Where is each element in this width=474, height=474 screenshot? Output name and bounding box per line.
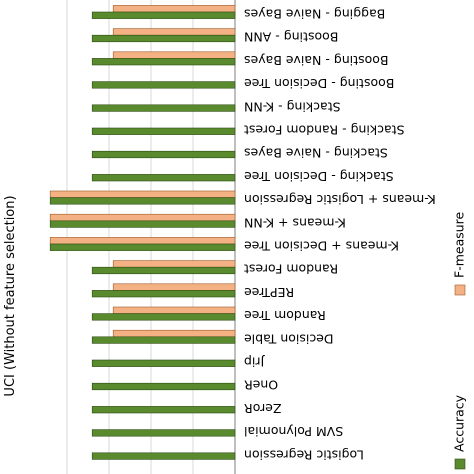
category-label: Logistic Regression bbox=[244, 447, 364, 462]
bar-f-measure bbox=[112, 283, 236, 291]
bar-accuracy bbox=[91, 290, 236, 298]
legend: Accuracy F-measure bbox=[452, 211, 467, 470]
bar-accuracy bbox=[91, 81, 236, 89]
bar-accuracy bbox=[91, 174, 236, 182]
category-label: Boosting - ANN bbox=[244, 30, 338, 45]
bar-f-measure bbox=[112, 306, 236, 314]
bar-accuracy bbox=[91, 382, 236, 391]
plot-area bbox=[49, 0, 236, 474]
legend-swatch bbox=[454, 284, 466, 296]
category-label: Random Tree bbox=[244, 308, 326, 323]
bar-accuracy bbox=[91, 452, 236, 460]
bar-accuracy bbox=[91, 406, 236, 414]
bar-f-measure bbox=[112, 28, 236, 36]
bar-accuracy bbox=[91, 150, 236, 159]
category-label: SVM Polynomial bbox=[244, 424, 343, 439]
bar-accuracy bbox=[91, 313, 236, 321]
category-label: Boosting - Decision Tree bbox=[244, 76, 395, 91]
category-label: Decision Table bbox=[244, 331, 334, 346]
bar-accuracy bbox=[91, 58, 236, 66]
category-label: K-means + Decision Tree bbox=[244, 239, 399, 254]
bar-f-measure bbox=[49, 213, 236, 222]
category-labels: Bagging - Naive Bayes Boosting - ANN Boost… bbox=[244, 7, 436, 463]
bar-accuracy bbox=[91, 336, 236, 344]
bar-accuracy bbox=[91, 359, 236, 367]
category-label: K-means + K-NN bbox=[244, 215, 346, 230]
category-label: Jrip bbox=[244, 355, 265, 370]
category-label: REPTree bbox=[244, 285, 294, 300]
legend-label: Accuracy bbox=[452, 394, 467, 452]
bar-accuracy bbox=[91, 34, 236, 43]
category-label: K-means + Logistic Regression bbox=[244, 192, 436, 207]
category-label: Stacking - K-NN bbox=[244, 99, 341, 114]
category-label: Boosting - Naive Bayes bbox=[244, 53, 388, 68]
category-label: Stacking - Naive Bayes bbox=[244, 146, 388, 161]
legend-label: F-measure bbox=[452, 211, 467, 278]
category-label: Stacking - Decision Tree bbox=[244, 169, 394, 184]
bar-f-measure bbox=[112, 329, 236, 338]
bar-accuracy bbox=[91, 266, 236, 275]
bar-accuracy bbox=[91, 11, 236, 19]
bar-accuracy bbox=[49, 197, 236, 205]
bar-accuracy bbox=[49, 220, 236, 228]
bar-accuracy bbox=[49, 243, 236, 251]
bar-f-measure bbox=[112, 260, 236, 268]
bar-f-measure bbox=[49, 237, 236, 245]
category-label: ZeroR bbox=[244, 401, 282, 416]
category-label: Bagging - Naive Bayes bbox=[244, 7, 385, 22]
category-label: Random Forest bbox=[244, 262, 338, 277]
category-label: OneR bbox=[244, 378, 278, 393]
bar-accuracy bbox=[91, 104, 236, 112]
category-label: Stacking - Random Forest bbox=[244, 123, 405, 138]
bar-accuracy bbox=[91, 429, 236, 437]
bar-accuracy bbox=[91, 127, 236, 135]
bar-f-measure bbox=[112, 51, 236, 59]
legend-swatch bbox=[454, 458, 466, 470]
bar-f-measure bbox=[112, 5, 236, 13]
bar-f-measure bbox=[49, 190, 236, 198]
chart-title: UCI (Without feature selection) bbox=[3, 195, 18, 396]
